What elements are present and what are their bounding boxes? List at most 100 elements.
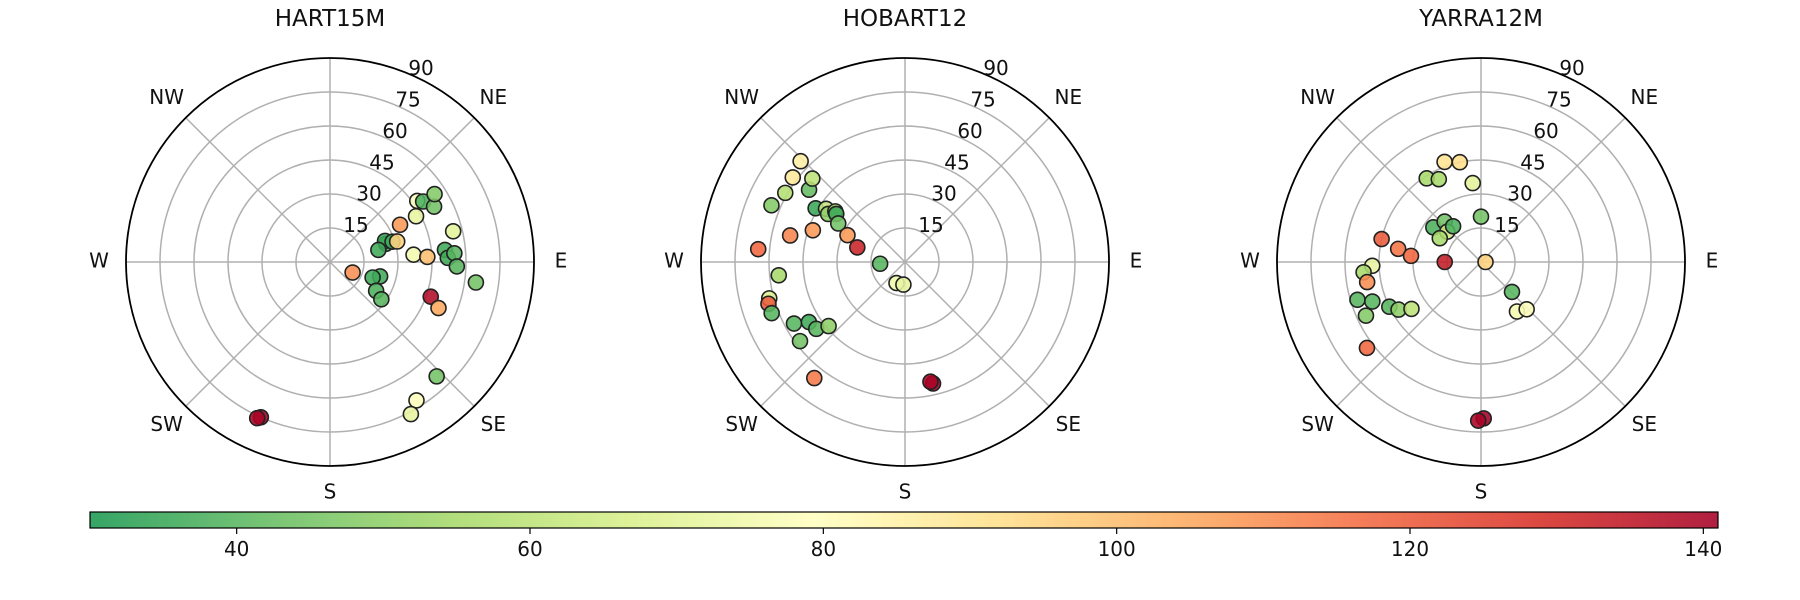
direction-label: E <box>555 249 568 273</box>
polar-frame <box>125 57 535 467</box>
grid-spoke <box>329 261 475 407</box>
data-point <box>1358 339 1376 357</box>
direction-label: SW <box>150 412 183 436</box>
data-point <box>370 241 387 259</box>
colorbar-tick-label: 60 <box>517 537 542 561</box>
data-point <box>1373 230 1390 248</box>
grid-spoke <box>329 117 475 263</box>
grid-spoke <box>1480 261 1626 407</box>
grid-spoke <box>1336 117 1482 263</box>
data-point <box>871 255 889 273</box>
radial-tick-label: 75 <box>970 87 995 111</box>
radial-tick-label: 45 <box>1520 150 1545 174</box>
colorbar-tick-label: 140 <box>1684 537 1722 561</box>
data-point <box>804 221 822 239</box>
grid-spoke <box>185 117 331 263</box>
data-point <box>1389 240 1407 258</box>
radial-tick-label: 15 <box>1494 213 1519 237</box>
data-point <box>895 276 912 293</box>
polar-frame <box>1276 57 1686 467</box>
data-point <box>1403 300 1420 318</box>
radial-tick-label: 90 <box>408 56 433 80</box>
direction-label: SW <box>725 412 758 436</box>
direction-label: W <box>1240 249 1260 273</box>
grid-spoke <box>760 117 906 263</box>
data-point <box>1472 208 1490 225</box>
data-point <box>422 288 440 305</box>
radial-tick-label: 30 <box>1507 182 1532 206</box>
data-point <box>784 169 802 186</box>
colorbar-tick-label: 120 <box>1391 537 1429 561</box>
direction-label: SW <box>1301 412 1334 436</box>
data-point <box>444 222 462 240</box>
direction-label: NE <box>1055 85 1083 109</box>
radial-tick-label: 30 <box>356 182 381 206</box>
data-point <box>344 264 361 281</box>
data-point <box>1444 217 1462 235</box>
panel-title: HART15M <box>275 6 386 32</box>
data-point <box>1358 273 1376 291</box>
direction-label: S <box>324 480 337 504</box>
radial-tick-label: 30 <box>931 182 956 206</box>
data-point <box>770 266 788 284</box>
panel-title: YARRA12M <box>1418 6 1543 32</box>
colorbar-tick-label: 40 <box>224 537 249 561</box>
data-point <box>428 368 445 385</box>
data-point <box>448 258 466 275</box>
grid-spoke <box>904 261 1050 407</box>
data-point <box>763 304 780 322</box>
radial-tick-label: 75 <box>1546 87 1571 111</box>
direction-label: E <box>1706 249 1719 273</box>
radial-tick-label: 90 <box>1559 56 1584 80</box>
data-point <box>1503 283 1521 301</box>
data-point <box>785 315 803 332</box>
radial-tick-label: 75 <box>395 87 420 111</box>
data-point <box>1518 300 1535 318</box>
data-point <box>829 215 847 232</box>
data-point <box>922 373 939 391</box>
direction-label: W <box>89 249 109 273</box>
direction-label: SE <box>1056 412 1081 436</box>
grid-spoke <box>185 261 331 407</box>
radial-tick-label: 60 <box>382 119 407 143</box>
data-point <box>849 239 866 256</box>
data-point <box>1402 247 1420 265</box>
direction-label: NE <box>480 85 508 109</box>
data-point <box>1436 253 1454 271</box>
data-point <box>467 274 485 291</box>
data-point <box>430 299 447 317</box>
data-point <box>1364 293 1381 310</box>
data-point <box>407 207 425 225</box>
data-point <box>1430 170 1448 188</box>
data-point <box>763 197 780 214</box>
polar-panels: HART15MENENWWSWSSE153045607590HOBART12EN… <box>89 6 1718 504</box>
data-point <box>839 226 856 244</box>
data-point <box>781 227 799 244</box>
radial-tick-label: 45 <box>369 150 394 174</box>
data-point <box>804 170 821 187</box>
data-point <box>391 216 409 234</box>
grid-spoke <box>760 261 906 407</box>
data-point <box>1436 153 1453 171</box>
data-point <box>1451 153 1469 171</box>
grid-spoke <box>1480 117 1626 263</box>
data-point <box>419 248 436 266</box>
direction-label: S <box>1475 480 1488 504</box>
data-point <box>749 240 767 258</box>
data-point <box>402 405 420 423</box>
data-point <box>405 246 422 263</box>
panel-title: HOBART12 <box>843 6 968 32</box>
direction-label: SE <box>1632 412 1657 436</box>
colorbar-tick-label: 100 <box>1098 537 1136 561</box>
direction-label: NW <box>149 85 184 109</box>
radial-tick-label: 15 <box>918 213 943 237</box>
data-point <box>1431 229 1449 247</box>
polar-panel-2: YARRA12M E NE NW W SW S SE 15 30 45 60 75 90 <box>1240 6 1718 504</box>
direction-label: NW <box>1300 85 1335 109</box>
radial-tick-label: 90 <box>983 56 1008 80</box>
colorbar: 40 60 80 100 120 140 <box>89 511 1722 561</box>
radial-tick-label: 60 <box>957 119 982 143</box>
polar-panel-1: HOBART12 E NE NW W SW S SE 15 30 45 60 75 90 <box>664 6 1142 504</box>
data-point <box>1477 253 1494 271</box>
